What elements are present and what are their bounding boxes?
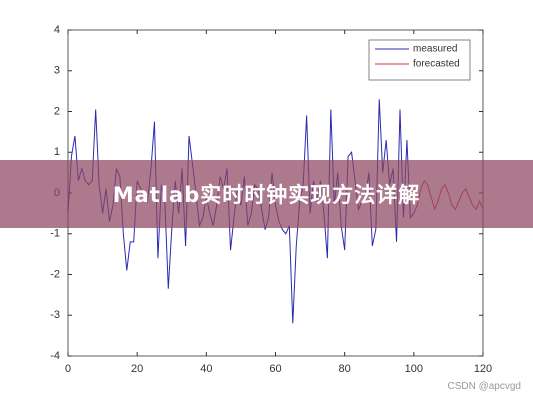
y-tick-label: 3 (54, 65, 60, 77)
x-tick-label: 120 (474, 363, 492, 375)
y-tick-label: -3 (50, 309, 60, 321)
x-tick-label: 0 (65, 363, 71, 375)
x-tick-label: 40 (200, 363, 212, 375)
banner-title: Matlab实时时钟实现方法详解 (0, 160, 533, 228)
y-tick-label: 1 (54, 146, 60, 158)
y-tick-label: -2 (50, 268, 60, 280)
legend-label: measured (413, 44, 457, 55)
y-tick-label: 2 (54, 105, 60, 117)
x-tick-label: 20 (131, 363, 143, 375)
y-tick-label: -4 (50, 350, 60, 362)
legend-label: forecasted (413, 59, 460, 70)
watermark: CSDN @apcvgd (447, 381, 521, 392)
x-tick-label: 80 (339, 363, 351, 375)
legend-box (368, 39, 471, 81)
y-tick-label: 4 (54, 24, 60, 36)
x-tick-label: 100 (405, 363, 423, 375)
y-tick-label: -1 (50, 228, 60, 240)
x-tick-label: 60 (269, 363, 281, 375)
